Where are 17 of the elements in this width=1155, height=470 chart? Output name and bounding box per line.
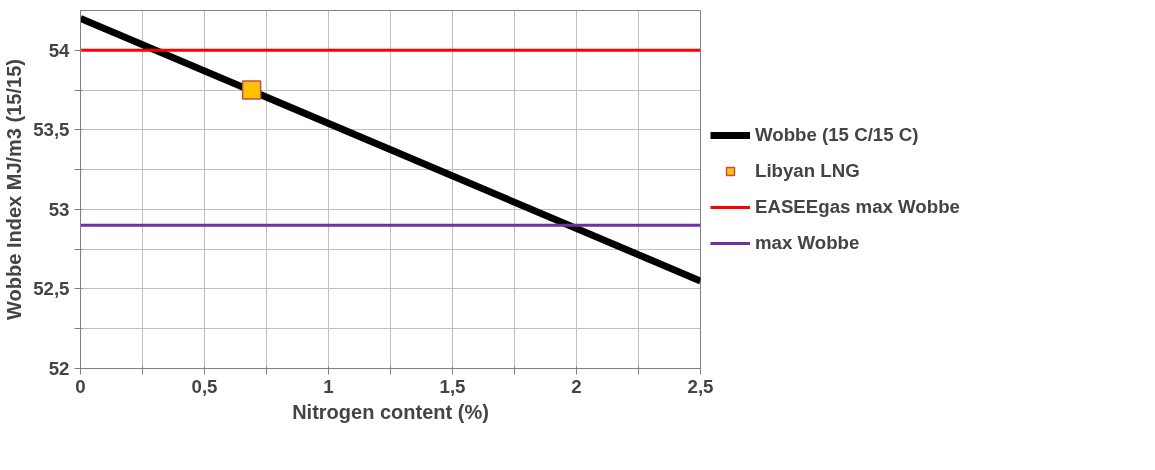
y-tick-label: 54 (48, 39, 71, 61)
y-axis-title: Wobbe Index MJ/m3 (15/15) (3, 59, 26, 320)
legend-label: EASEEgas max Wobbe (755, 196, 960, 218)
x-tick-label: 2,5 (687, 375, 714, 397)
x-tick-label: 0 (75, 375, 86, 397)
y-tick-label: 53,5 (33, 119, 70, 141)
x-tick-label: 1 (323, 375, 334, 397)
legend-label: Libyan LNG (755, 160, 860, 182)
legend-label: max Wobbe (755, 232, 860, 254)
x-tick-label: 2 (571, 375, 582, 397)
x-axis-title: Nitrogen content (%) (292, 400, 489, 423)
x-tick-label: 1,5 (439, 375, 466, 397)
y-tick-label: 52 (48, 358, 70, 379)
y-tick-label: 53 (48, 198, 70, 220)
x-tick-label: 0,5 (191, 375, 218, 397)
legend-label: Wobbe (15 C/15 C) (755, 124, 919, 146)
y-tick-label: 52,5 (33, 278, 70, 300)
